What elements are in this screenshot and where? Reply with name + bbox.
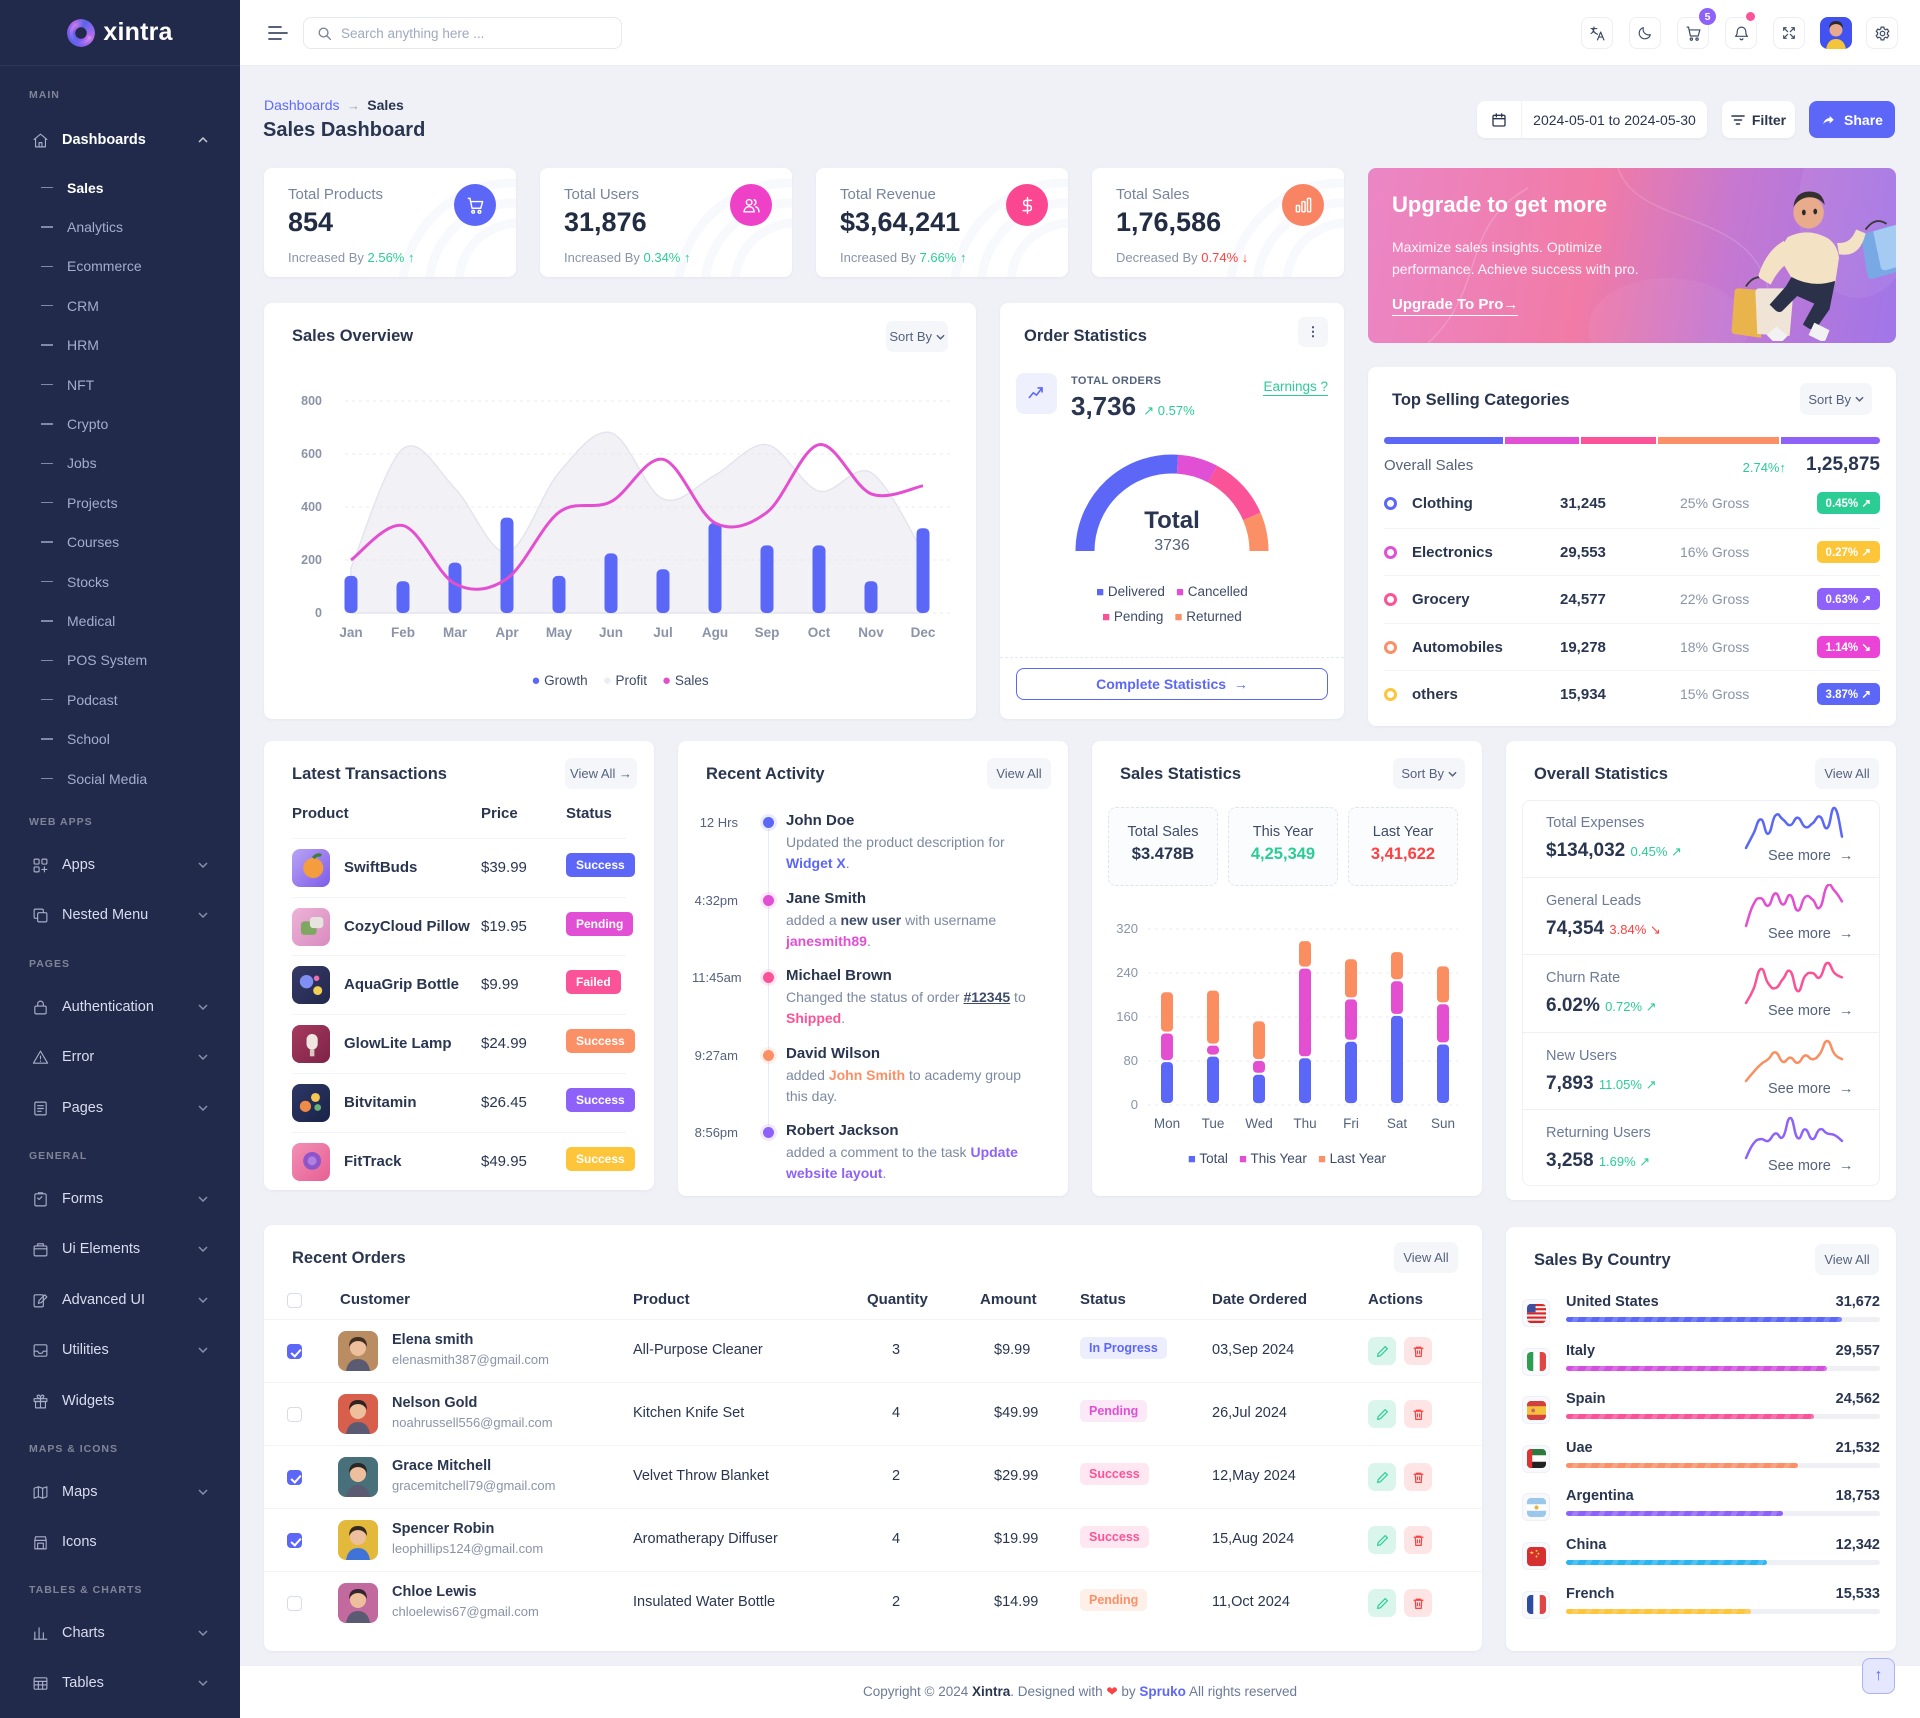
svg-text:0: 0 (315, 606, 322, 620)
svg-text:240: 240 (1116, 965, 1138, 980)
svg-text:0: 0 (1131, 1097, 1138, 1112)
svg-text:400: 400 (301, 500, 322, 514)
svg-text:Sun: Sun (1431, 1116, 1455, 1131)
svg-text:Oct: Oct (808, 625, 831, 640)
svg-text:Mon: Mon (1154, 1116, 1180, 1131)
svg-text:Tue: Tue (1202, 1116, 1225, 1131)
svg-text:Fri: Fri (1343, 1116, 1359, 1131)
svg-text:Wed: Wed (1245, 1116, 1273, 1131)
svg-text:80: 80 (1124, 1053, 1138, 1068)
svg-text:Jul: Jul (653, 625, 673, 640)
svg-text:Agu: Agu (702, 625, 728, 640)
svg-text:800: 800 (301, 394, 322, 408)
svg-text:Nov: Nov (858, 625, 884, 640)
svg-text:Jan: Jan (339, 625, 362, 640)
svg-text:May: May (546, 625, 573, 640)
svg-text:160: 160 (1116, 1009, 1138, 1024)
svg-text:Mar: Mar (443, 625, 468, 640)
svg-text:Apr: Apr (495, 625, 519, 640)
svg-text:320: 320 (1116, 921, 1138, 936)
svg-text:Sat: Sat (1387, 1116, 1408, 1131)
svg-text:Feb: Feb (391, 625, 415, 640)
svg-text:600: 600 (301, 447, 322, 461)
svg-text:Jun: Jun (599, 625, 623, 640)
svg-text:Dec: Dec (911, 625, 936, 640)
svg-text:Sep: Sep (755, 625, 780, 640)
svg-text:200: 200 (301, 553, 322, 567)
svg-text:Thu: Thu (1293, 1116, 1316, 1131)
